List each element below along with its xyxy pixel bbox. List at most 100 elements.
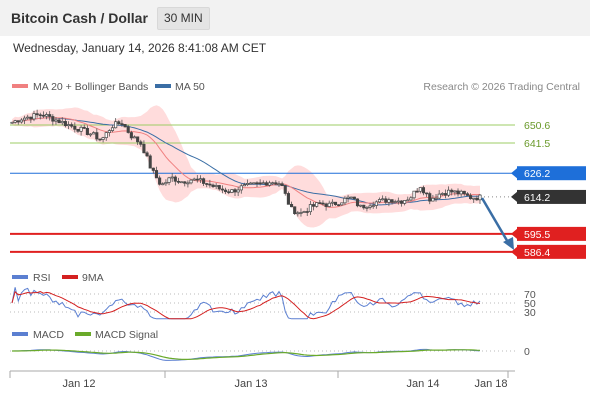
candle-body (412, 190, 416, 199)
x-axis-ticks (9, 371, 509, 378)
candle-body (117, 121, 121, 124)
candle-body (428, 193, 432, 202)
candle-body (158, 177, 162, 185)
candle-body (217, 185, 221, 190)
candle-body (186, 182, 190, 185)
candle-body (349, 196, 353, 199)
candle-body (277, 183, 281, 186)
instrument-title: Bitcoin Cash / Dollar (11, 10, 148, 26)
candle-body (425, 192, 429, 195)
candle-body (443, 193, 447, 196)
candle-body (214, 185, 218, 187)
candle-body (85, 128, 89, 135)
candle-body (227, 191, 231, 194)
candles (10, 109, 482, 217)
interval-badge[interactable]: 30 MIN (157, 7, 210, 30)
candle-body (311, 204, 316, 207)
candle-body (318, 202, 322, 204)
level-label-3: 614.2 (524, 192, 550, 204)
candle-body (123, 124, 127, 128)
candle-body (136, 136, 140, 143)
candle-body (465, 193, 469, 196)
bollinger-band (12, 105, 480, 228)
candle-body (274, 182, 278, 185)
candle-body (324, 203, 328, 207)
price-levels: 650.6 641.5 626.2 614.2 595.5 586.4 (10, 120, 586, 259)
candle-body (129, 132, 133, 139)
x-tick-jan13: Jan 13 (234, 378, 267, 390)
candle-body (189, 179, 193, 184)
candle-body (13, 120, 17, 123)
candle-body (403, 200, 407, 204)
legend-rsi-ma-swatch (62, 275, 78, 279)
candle-body (176, 180, 181, 183)
candle-body (283, 185, 287, 194)
candle-body (63, 121, 67, 127)
candle-body (88, 133, 93, 136)
candle-body (211, 184, 215, 187)
candle-body (23, 117, 27, 121)
candle-body (126, 126, 130, 133)
level-label-5: 586.4 (524, 247, 550, 259)
candle-body (434, 197, 438, 200)
candle-body (249, 182, 253, 185)
candle-body (362, 204, 366, 209)
candle-body (437, 193, 441, 199)
legend-ma20-label: MA 20 + Bollinger Bands (33, 81, 148, 93)
candle-body (293, 206, 297, 214)
candle-body (19, 119, 23, 123)
candle-body (456, 190, 460, 195)
rsi-ma-line (11, 290, 481, 320)
candle-body (104, 132, 108, 139)
candle-body (132, 136, 137, 139)
candle-body (32, 113, 36, 120)
candle-body (192, 178, 196, 181)
candle-body (202, 178, 206, 184)
candle-body (390, 199, 394, 203)
level-label-1: 641.5 (524, 138, 550, 150)
candle-body (252, 182, 256, 185)
candle-body (54, 119, 58, 122)
candle-body (66, 124, 71, 127)
candle-body (236, 189, 240, 193)
candle-body (224, 189, 228, 193)
candle-body (340, 202, 344, 206)
candle-body (164, 182, 168, 185)
candle-body (76, 128, 80, 132)
candle-body (208, 183, 212, 186)
candle-body (220, 188, 224, 191)
x-tick-jan14: Jan 14 (406, 378, 439, 390)
candle-body (242, 184, 246, 187)
candle-body (110, 127, 115, 131)
candle-body (280, 183, 284, 187)
candle-body (268, 182, 272, 186)
candle-body (148, 155, 152, 169)
candle-body (321, 202, 325, 205)
candle-body (261, 182, 265, 185)
candle-body (57, 119, 61, 124)
candle-body (453, 190, 457, 193)
projection-arrow (480, 197, 514, 250)
candle-body (299, 212, 303, 214)
candle-body (10, 121, 14, 124)
legend-rsi-ma-label: 9MA (82, 272, 104, 284)
level-tag-3 (517, 189, 586, 204)
candle-body (289, 204, 294, 208)
candle-body (41, 114, 45, 117)
chart-header: Bitcoin Cash / Dollar 30 MIN (0, 0, 590, 36)
candle-body (409, 197, 413, 201)
candle-body (79, 126, 83, 132)
candle-body (167, 177, 171, 183)
candle-body (296, 212, 300, 215)
level-label-4: 595.5 (524, 229, 550, 241)
candle-body (195, 178, 199, 181)
level-tag-4 (517, 226, 586, 241)
candle-body (462, 190, 466, 195)
candle-body (45, 114, 49, 117)
chart-datetime: Wednesday, January 14, 2026 8:41:08 AM C… (13, 41, 267, 55)
rsi-70-label: 70 (524, 289, 536, 301)
candle-body (315, 202, 319, 207)
level-tag-5 (517, 244, 586, 259)
candle-body (173, 176, 177, 182)
legend-macd-label: MACD (33, 329, 64, 341)
